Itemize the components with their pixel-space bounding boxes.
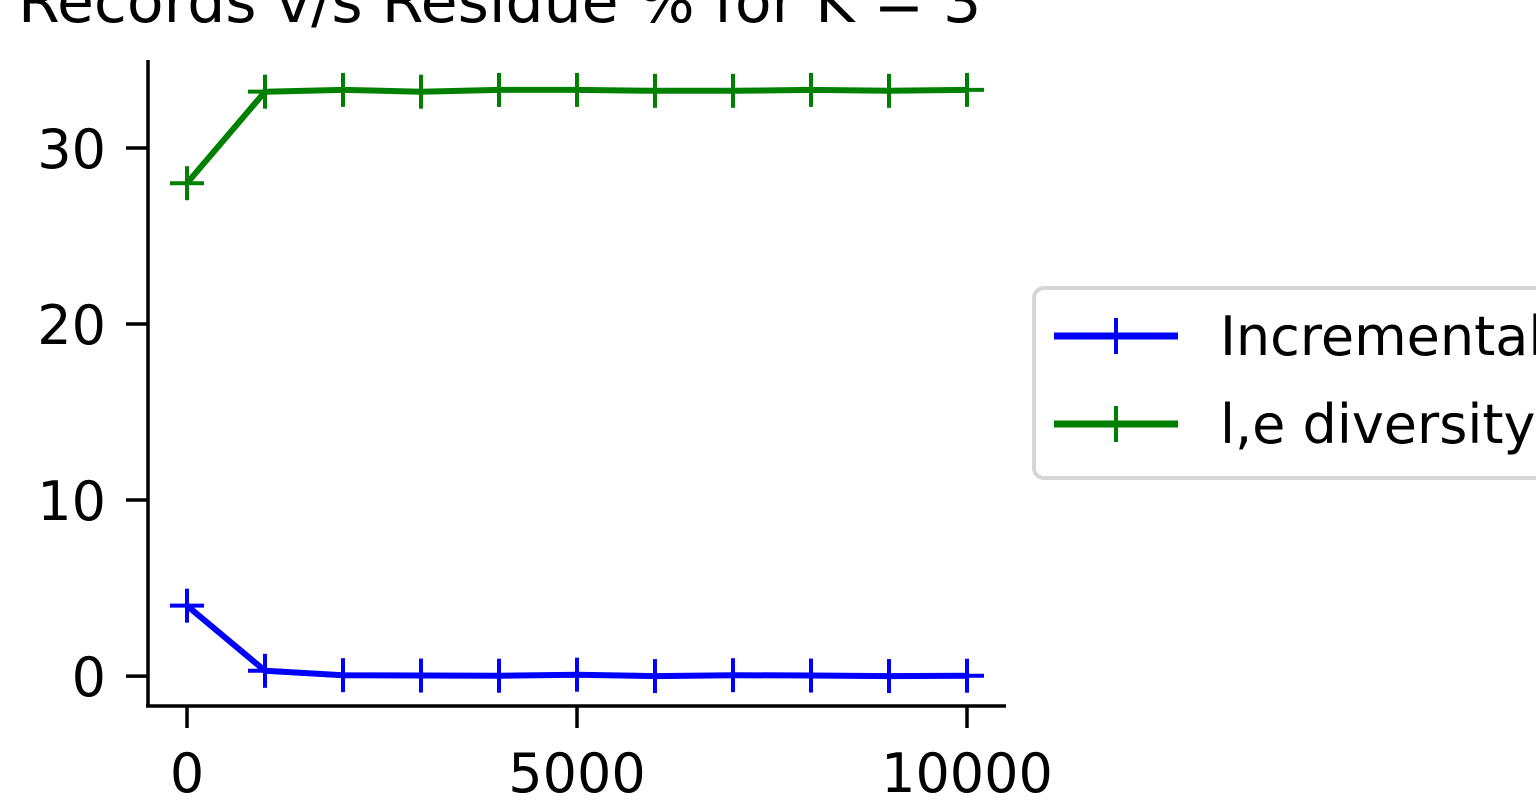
legend-item-le-diversity: l,e diversity (1054, 393, 1535, 456)
data-point-incremental (560, 657, 594, 692)
data-point-incremental (170, 588, 204, 623)
data-point-l-e-diversity (950, 72, 984, 107)
x-tick-label: 0 (170, 742, 204, 802)
y-axis-ticks: 0 10 20 30 (37, 118, 148, 709)
data-point-l-e-diversity (170, 166, 204, 201)
data-point-l-e-diversity (404, 74, 438, 109)
data-point-incremental (638, 659, 672, 694)
legend-label-incremental: Incremental (1220, 305, 1536, 368)
data-point-incremental (950, 658, 984, 693)
data-point-incremental (872, 659, 906, 694)
data-point-l-e-diversity (638, 73, 672, 108)
data-point-incremental (716, 658, 750, 693)
legend-label-le-diversity: l,e diversity (1220, 393, 1535, 456)
x-axis-ticks: 0 5000 10000 (170, 706, 1053, 802)
x-tick-label: 10000 (881, 742, 1053, 802)
y-tick-label: 10 (37, 470, 106, 533)
legend: Incremental l,e diversity (1032, 286, 1536, 480)
data-point-l-e-diversity (326, 72, 360, 107)
legend-item-incremental: Incremental (1054, 305, 1536, 368)
series-layer (170, 72, 984, 694)
y-tick-label: 30 (37, 118, 106, 181)
data-point-incremental (482, 658, 516, 693)
data-point-l-e-diversity (872, 73, 906, 108)
data-point-l-e-diversity (716, 73, 750, 108)
data-point-incremental (326, 658, 360, 693)
data-point-incremental (794, 658, 828, 693)
data-point-incremental (248, 653, 282, 688)
y-tick-label: 20 (37, 294, 106, 357)
data-point-l-e-diversity (794, 72, 828, 107)
data-point-l-e-diversity (482, 72, 516, 107)
y-tick-label: 0 (72, 646, 106, 709)
data-point-l-e-diversity (560, 72, 594, 107)
x-tick-label: 5000 (508, 742, 645, 802)
data-point-l-e-diversity (248, 74, 282, 109)
chart-title: Records v/s Residue % for K = 3 (18, 0, 981, 37)
data-point-incremental (404, 658, 438, 693)
